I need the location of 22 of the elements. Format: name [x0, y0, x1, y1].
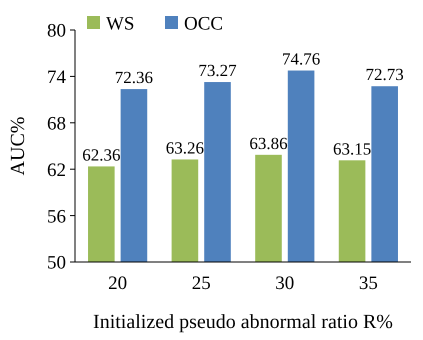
- y-tick-label: 80: [47, 20, 66, 42]
- y-tick-label: 62: [47, 160, 66, 181]
- x-tick-label: 20: [108, 273, 128, 294]
- y-tick-label: 50: [47, 252, 66, 274]
- data-label: 63.86: [249, 134, 288, 153]
- data-label: 73.27: [198, 61, 238, 80]
- data-label: 63.26: [166, 138, 204, 158]
- x-tick-label: 25: [192, 273, 211, 294]
- data-label: 72.36: [114, 68, 154, 88]
- x-tick-label: 35: [358, 273, 378, 294]
- x-tick-label: 30: [275, 273, 294, 294]
- legend-label: OCC: [184, 14, 224, 35]
- data-label: 62.36: [82, 145, 120, 164]
- data-label: 74.76: [282, 50, 320, 69]
- x-axis-title: Initialized pseudo abnormal ratio R%: [93, 311, 393, 333]
- y-tick-label: 68: [47, 113, 66, 134]
- legend-label: WS: [106, 14, 134, 35]
- y-tick-label: 74: [47, 67, 66, 88]
- y-tick-label: 56: [47, 206, 66, 228]
- data-label: 63.15: [332, 139, 372, 158]
- data-label: 72.73: [366, 65, 404, 84]
- y-axis-title: AUC%: [7, 116, 29, 176]
